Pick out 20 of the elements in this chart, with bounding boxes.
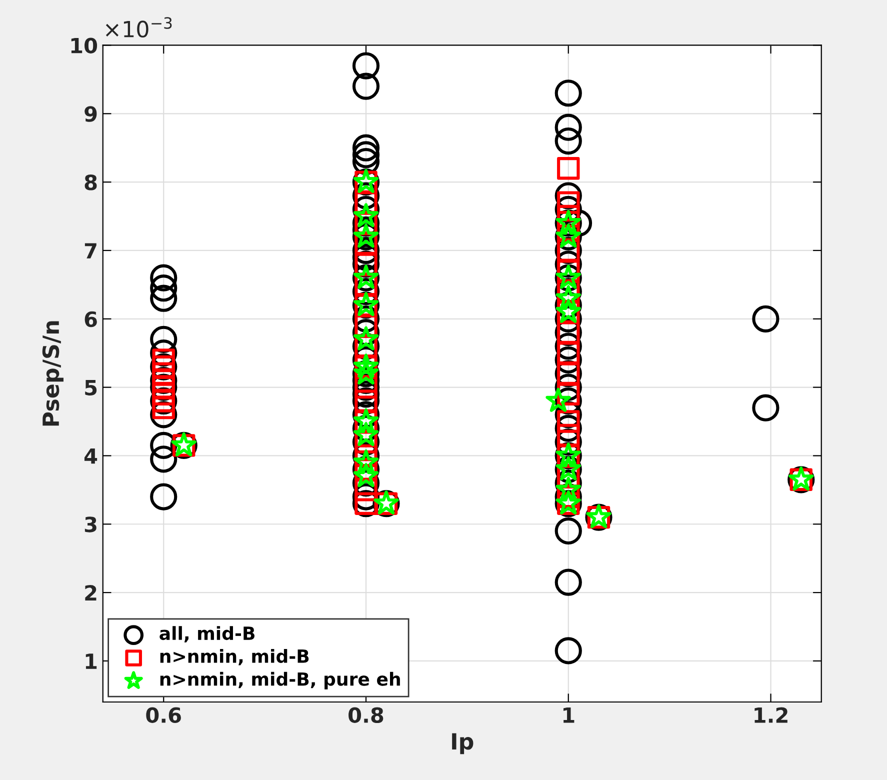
y-tick-label: 6 <box>84 311 97 328</box>
y-tick-label: 2 <box>85 584 96 600</box>
text: ×10$^{−3}$ <box>106 17 172 38</box>
y-tick-label: 8 <box>84 174 97 190</box>
y-tick-label: 7 <box>84 243 96 258</box>
legend-label: n>nmin, mid-B <box>160 648 309 666</box>
y-tick-label: 1 <box>86 654 97 669</box>
y-tick-label: 5 <box>85 380 97 396</box>
x-tick-label: 0.6 <box>146 707 181 723</box>
x-tick-label: 1 <box>563 708 574 723</box>
x-tick-label: 1.2 <box>754 707 788 723</box>
legend-label: n>nmin, mid-B, pure eh <box>160 672 400 690</box>
y-tick-label: 9 <box>84 106 97 122</box>
y-tick-label: 4 <box>84 448 98 464</box>
y-tick-label: 3 <box>84 516 96 532</box>
y-axis-title: Psep/S/n <box>42 321 64 426</box>
x-tick-label: 0.8 <box>348 707 384 723</box>
legend-label: all, mid-B <box>160 626 254 642</box>
y-tick-label: 10 <box>71 38 98 54</box>
x-axis-title: Ip <box>452 733 474 754</box>
